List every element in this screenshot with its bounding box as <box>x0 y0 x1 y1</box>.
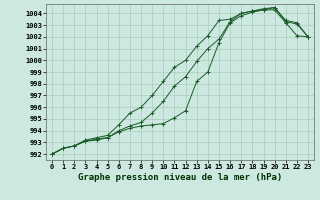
X-axis label: Graphe pression niveau de la mer (hPa): Graphe pression niveau de la mer (hPa) <box>78 173 282 182</box>
